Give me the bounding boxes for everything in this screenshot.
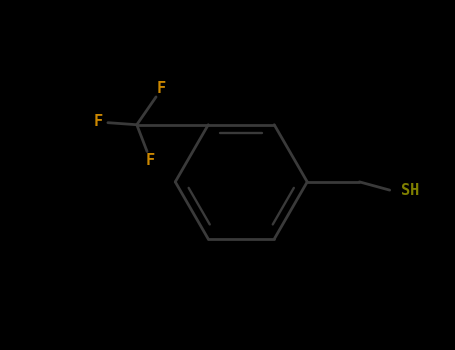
Text: F: F — [157, 82, 166, 97]
Text: SH: SH — [401, 183, 419, 198]
Text: F: F — [146, 153, 155, 168]
Text: F: F — [94, 114, 103, 130]
